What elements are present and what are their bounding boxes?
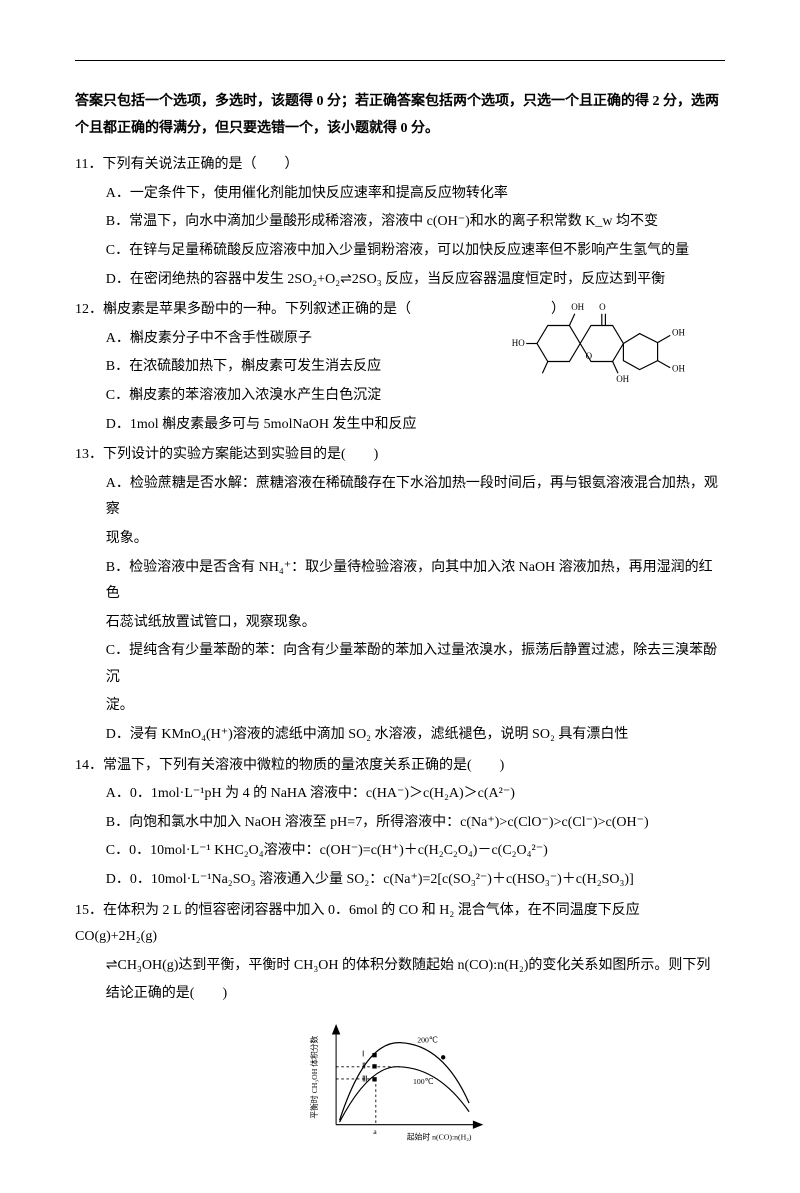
- mol-label-o: O: [599, 302, 606, 312]
- q12-option-d: D．1mol 槲皮素最多可与 5molNaOH 发生中和反应: [106, 412, 725, 439]
- q11-stem: 11．下列有关说法正确的是（ ）: [75, 152, 725, 179]
- q15-cont: ⇌CH₃OH(g)达到平衡，平衡时 CH₃OH 的体积分数随起始 n(CO):n…: [75, 953, 725, 1008]
- page: 答案只包括一个选项，多选时，该题得 0 分；若正确答案包括两个选项，只选一个且正…: [0, 0, 800, 1193]
- q15-line-1: 15．在体积为 2 L 的恒容密闭容器中加入 0．6mol 的 CO 和 H₂ …: [75, 898, 725, 951]
- q14-stem: 14．常温下，下列有关溶液中微粒的物质的量浓度关系正确的是( ): [75, 753, 725, 780]
- mol-label-oh1: OH: [571, 302, 584, 312]
- q13-option-c-1: C．提纯含有少量苯酚的苯：向含有少量苯酚的苯加入过量浓溴水，振荡后静置过滤，除去…: [106, 638, 725, 691]
- question-13: 13．下列设计的实验方案能达到实验目的是( ) A．检验蔗糖是否水解：蔗糖溶液在…: [75, 442, 725, 749]
- q14-options: A．0．1mol·L⁻¹pH 为 4 的 NaHA 溶液中：c(HA⁻)＞c(H…: [75, 781, 725, 893]
- chart-temp-100: 100℃: [413, 1077, 434, 1086]
- q11-option-c: C．在锌与足量稀硫酸反应溶液中加入少量铜粉溶液，可以加快反应速率但不影响产生氢气…: [106, 238, 725, 265]
- chart-mark-3: Ⅲ: [362, 1075, 367, 1084]
- q13-option-d: D．浸有 KMnO₄(H⁺)溶液的滤纸中滴加 SO₂ 水溶液，滤纸褪色，说明 S…: [106, 722, 725, 749]
- chart-mark-2: Ⅱ: [362, 1062, 366, 1071]
- scoring-instruction: 答案只包括一个选项，多选时，该题得 0 分；若正确答案包括两个选项，只选一个且正…: [75, 89, 725, 142]
- q13-option-c-2: 淀。: [106, 693, 725, 720]
- mol-label-oh3: OH: [672, 364, 685, 374]
- q13-options: A．检验蔗糖是否水解：蔗糖溶液在稀硫酸存在下水浴加热一段时间后，再与银氨溶液混合…: [75, 471, 725, 749]
- mol-label-ho: HO: [512, 338, 525, 348]
- q13-option-b-2: 石蕊试纸放置试管口，观察现象。: [106, 610, 725, 637]
- q11-option-b: B．常温下，向水中滴加少量酸形成稀溶液，溶液中 c(OH⁻)和水的离子积常数 K…: [106, 209, 725, 236]
- q14-option-c: C．0．10mol·L⁻¹ KHC₂O₄溶液中：c(OH⁻)=c(H⁺)＋c(H…: [106, 838, 725, 865]
- question-15: 15．在体积为 2 L 的恒容密闭容器中加入 0．6mol 的 CO 和 H₂ …: [75, 898, 725, 1149]
- chart-temp-200: 200℃: [417, 1036, 438, 1045]
- mol-label-oh4: OH: [616, 374, 629, 384]
- instruction-line-2: 个且都正确的得满分，但只要选错一个，该小题就得 0 分。: [75, 121, 439, 136]
- q13-option-b-1: B．检验溶液中是否含有 NH₄⁺：取少量待检验溶液，向其中加入浓 NaOH 溶液…: [106, 555, 725, 608]
- q15-line-2: ⇌CH₃OH(g)达到平衡，平衡时 CH₃OH 的体积分数随起始 n(CO):n…: [106, 953, 725, 980]
- q14-option-b: B．向饱和氯水中加入 NaOH 溶液至 pH=7，所得溶液中：c(Na⁺)>c(…: [106, 810, 725, 837]
- quercetin-structure-icon: OH O OH HO O OH OH: [510, 293, 690, 403]
- question-11: 11．下列有关说法正确的是（ ） A．一定条件下，使用催化剂能加快反应速率和提高…: [75, 152, 725, 293]
- question-14: 14．常温下，下列有关溶液中微粒的物质的量浓度关系正确的是( ) A．0．1mo…: [75, 753, 725, 894]
- q11-option-a: A．一定条件下，使用催化剂能加快反应速率和提高反应物转化率: [106, 181, 725, 208]
- mol-label-oh2: OH: [672, 328, 685, 338]
- question-12: 12．槲皮素是苹果多酚中的一种。下列叙述正确的是（ ） A．槲皮素分子中不含手性…: [75, 297, 725, 438]
- q14-option-a: A．0．1mol·L⁻¹pH 为 4 的 NaHA 溶液中：c(HA⁻)＞c(H…: [106, 781, 725, 808]
- q13-option-a-2: 现象。: [106, 526, 725, 553]
- chart-mark-1: Ⅰ: [362, 1049, 364, 1058]
- q15-line-3: 结论正确的是( ): [106, 981, 725, 1008]
- q14-option-d: D．0．10mol·L⁻¹Na₂SO₃ 溶液通入少量 SO₂：c(Na⁺)=2[…: [106, 867, 725, 894]
- q13-stem: 13．下列设计的实验方案能达到实验目的是( ): [75, 442, 725, 469]
- chart-xlabel: 起始时 n(CO):n(H₂): [407, 1131, 472, 1141]
- top-rule: [75, 60, 725, 61]
- mol-label-o2: O: [586, 351, 593, 361]
- q13-option-a-1: A．检验蔗糖是否水解：蔗糖溶液在稀硫酸存在下水浴加热一段时间后，再与银氨溶液混合…: [106, 471, 725, 524]
- instruction-line-1: 答案只包括一个选项，多选时，该题得 0 分；若正确答案包括两个选项，只选一个且正…: [75, 94, 719, 109]
- chart-ylabel: 平衡时 CH₃OH 体积分数: [309, 1035, 319, 1118]
- q11-option-d: D．在密闭绝热的容器中发生 2SO₂+O₂⇌2SO₃ 反应，当反应容器温度恒定时…: [106, 267, 725, 294]
- equilibrium-chart-icon: Ⅰ Ⅱ Ⅲ 200℃ 100℃ a 起始时 n(CO):n(H₂) 平衡时 CH…: [305, 1014, 495, 1149]
- q11-options: A．一定条件下，使用催化剂能加快反应速率和提高反应物转化率 B．常温下，向水中滴…: [75, 181, 725, 293]
